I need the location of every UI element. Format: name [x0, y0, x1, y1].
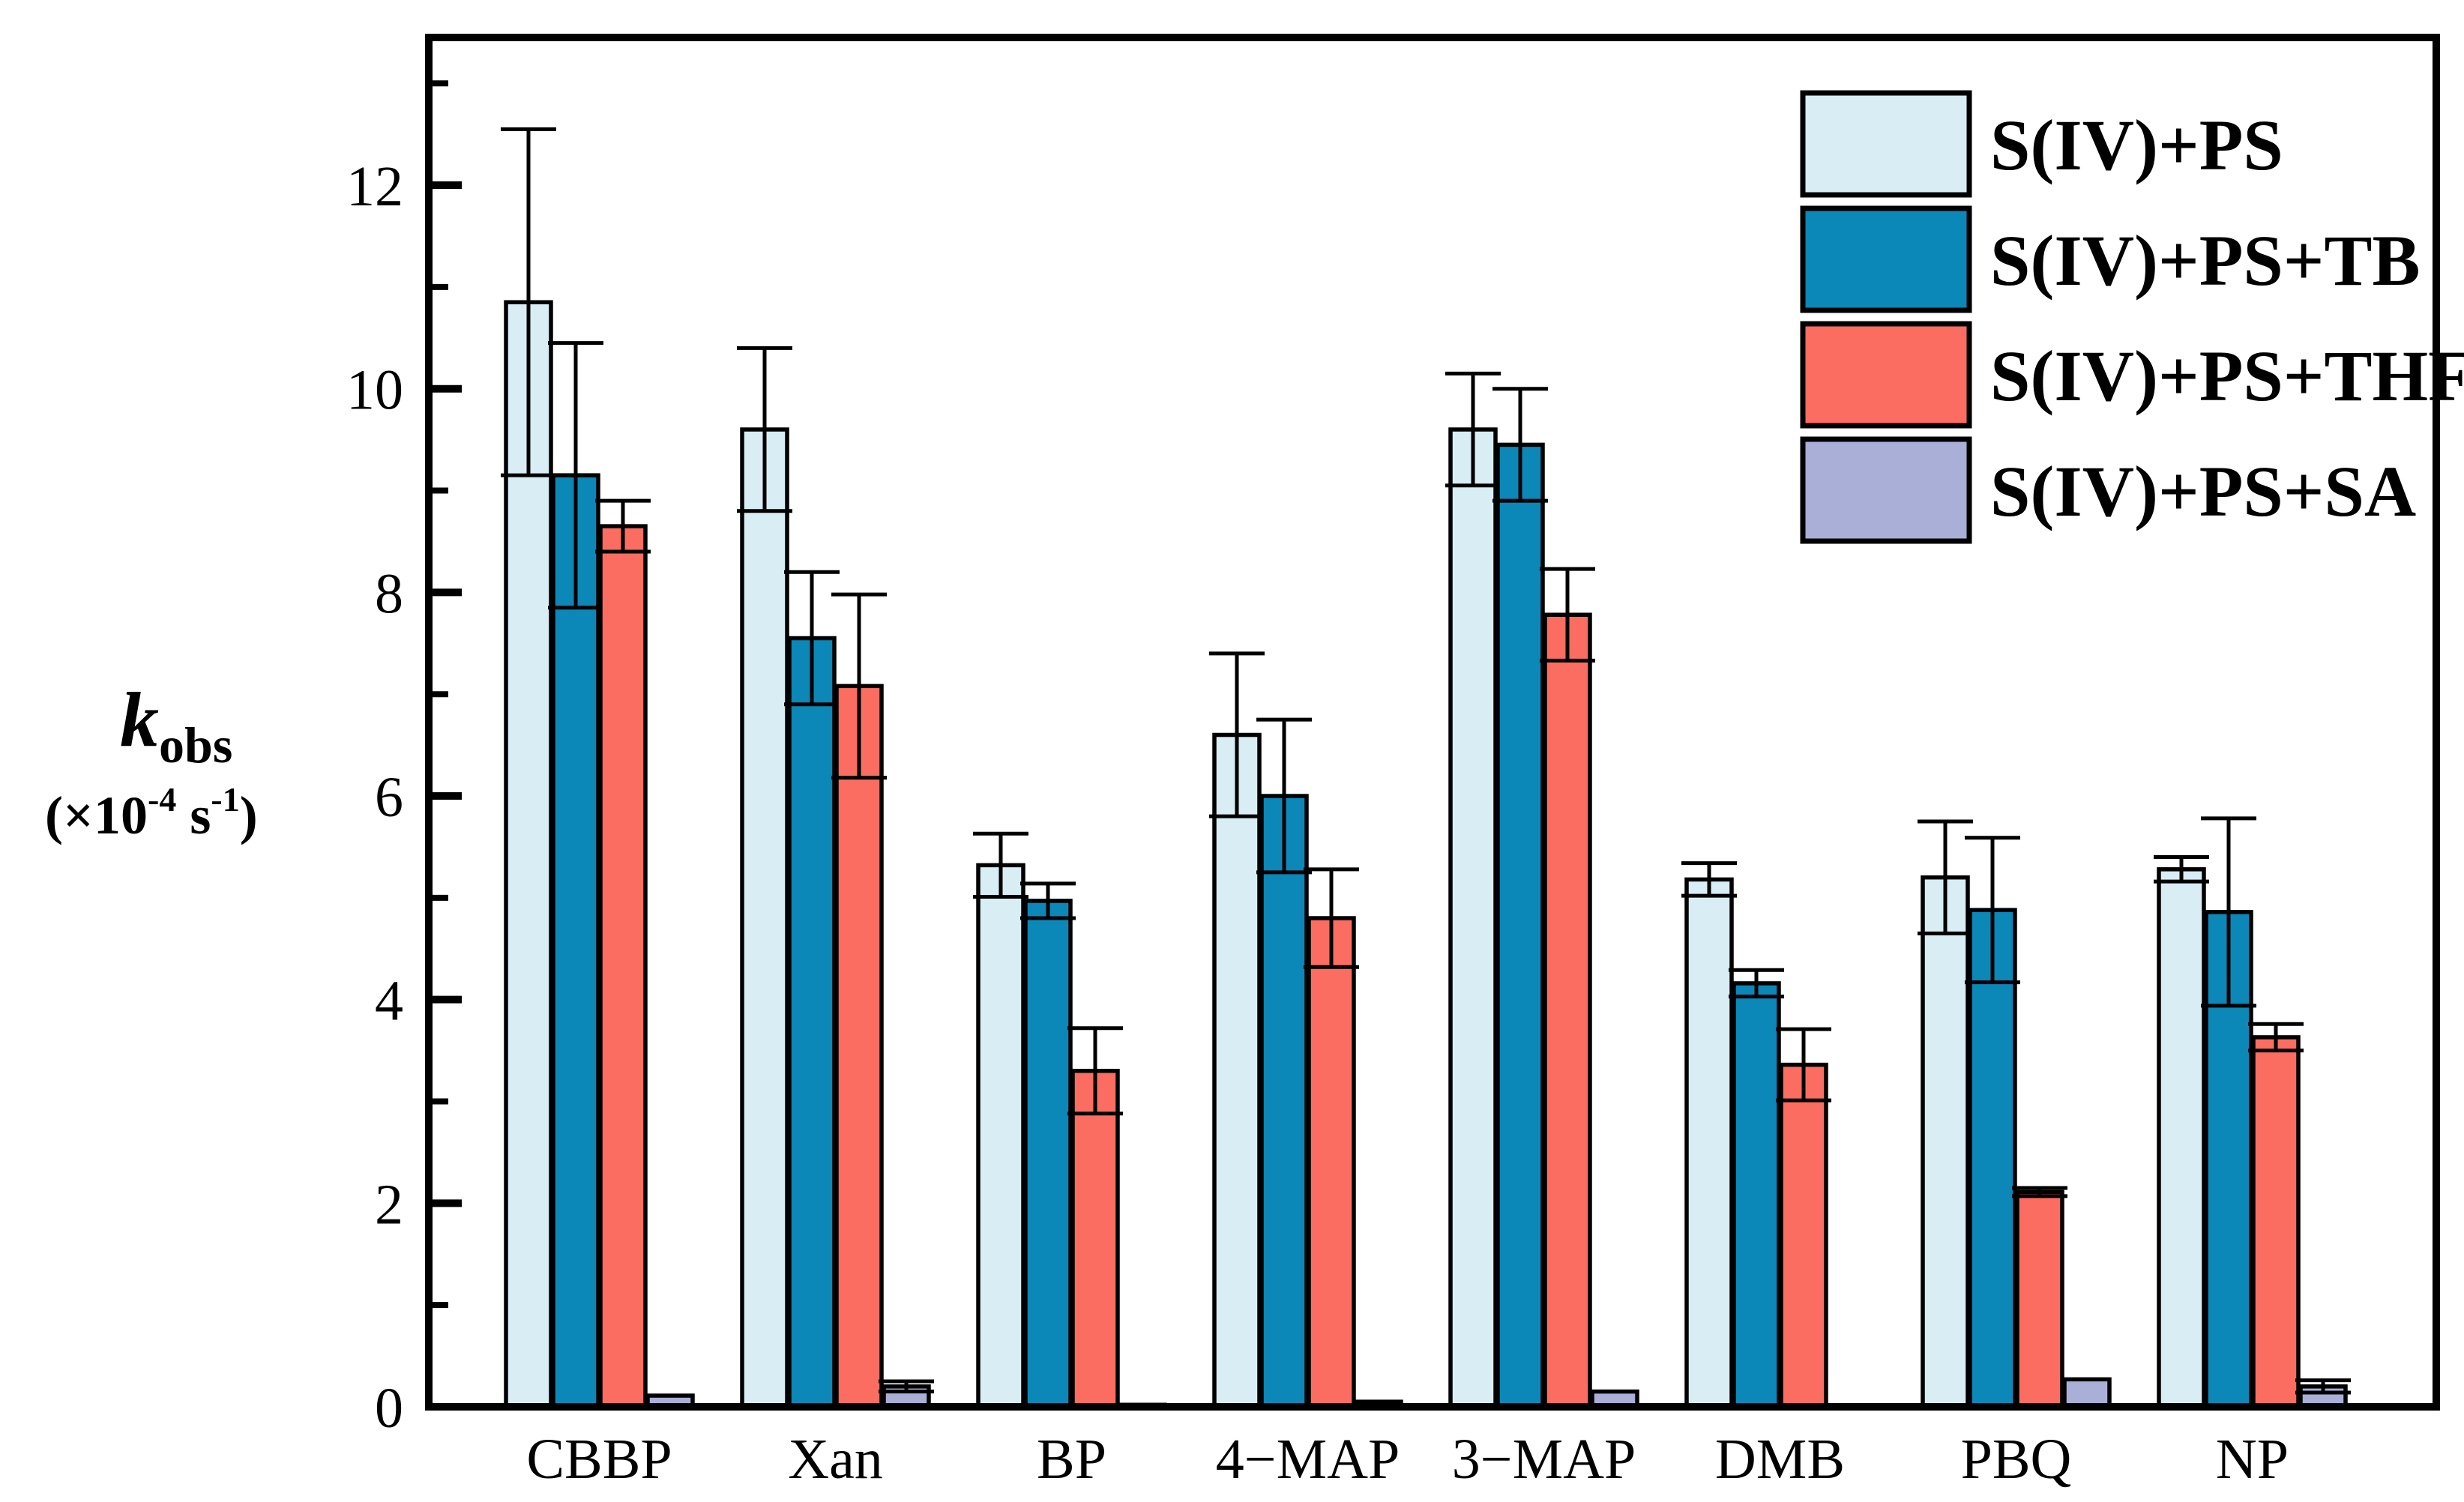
- legend: S(IV)+PS S(IV)+PS+TB S(IV)+PS+THF S(IV)+PS+…: [1800, 90, 2464, 544]
- error-bar-DMB-S(IV)+PS+THF: [1776, 1027, 1831, 1103]
- bar-4−MAP-S(IV)+PS+THF: [1307, 916, 1356, 1409]
- y-axis-title-symbol: kobs: [120, 677, 232, 773]
- bar-PBQ-S(IV)+PS+TB: [1968, 908, 2017, 1409]
- legend-swatch-S(IV)+PS+THF: [1800, 321, 1972, 429]
- error-bar-NP-S(IV)+PS+TB: [2201, 816, 2256, 1008]
- bar-3−MAP-S(IV)+PS: [1448, 427, 1498, 1409]
- bar-BP-S(IV)+PS+TB: [1023, 899, 1073, 1409]
- bar-DMB-S(IV)+PS+THF: [1779, 1062, 1828, 1409]
- x-category-label: NP: [2216, 1428, 2289, 1491]
- bar-BP-S(IV)+PS: [976, 863, 1025, 1409]
- error-bar-BP-S(IV)+PS+TB: [1020, 881, 1076, 920]
- x-category-label: BP: [1037, 1428, 1106, 1491]
- bar-Xan-S(IV)+PS: [740, 427, 789, 1409]
- bar-Xan-S(IV)+PS+TB: [787, 636, 837, 1409]
- error-bar-4−MAP-S(IV)+PS+THF: [1304, 867, 1359, 969]
- error-bar-CBBP-S(IV)+PS: [501, 127, 556, 477]
- bars-group: [501, 127, 2351, 1409]
- legend-label-S(IV)+PS: S(IV)+PS: [1990, 105, 2283, 185]
- y-tick-label: 6: [375, 766, 403, 829]
- error-bar-Xan-S(IV)+PS+THF: [831, 592, 887, 780]
- x-category-label: DMB: [1715, 1428, 1845, 1491]
- x-category-label: 3−MAP: [1452, 1428, 1636, 1491]
- error-bar-Xan-S(IV)+PS: [737, 346, 792, 513]
- bar-DMB-S(IV)+PS+TB: [1732, 981, 1781, 1409]
- error-bar-3−MAP-S(IV)+PS+THF: [1540, 567, 1595, 663]
- error-bar-NP-S(IV)+PS+SA: [2295, 1378, 2351, 1395]
- error-bar-3−MAP-S(IV)+PS+TB: [1492, 387, 1548, 503]
- error-bar-4−MAP-S(IV)+PS: [1209, 651, 1265, 818]
- bar-CBBP-S(IV)+PS+TB: [551, 473, 600, 1409]
- legend-swatch-S(IV)+PS+TB: [1800, 205, 1972, 313]
- bar-DMB-S(IV)+PS: [1684, 877, 1734, 1409]
- x-category-label: PBQ: [1961, 1428, 2072, 1491]
- legend-label-S(IV)+PS+THF: S(IV)+PS+THF: [1990, 336, 2464, 416]
- y-tick-label: 4: [375, 970, 403, 1033]
- bar-CBBP-S(IV)+PS+THF: [598, 524, 648, 1409]
- error-bar-CBBP-S(IV)+PS+TB: [548, 341, 603, 610]
- y-tick-label: 0: [375, 1377, 403, 1440]
- bar-NP-S(IV)+PS+THF: [2251, 1035, 2301, 1409]
- x-category-label: 4−MAP: [1216, 1428, 1400, 1491]
- error-bar-Xan-S(IV)+PS+SA: [879, 1379, 934, 1394]
- error-bar-3−MAP-S(IV)+PS: [1445, 371, 1501, 488]
- bar-Xan-S(IV)+PS+THF: [834, 684, 884, 1409]
- bar-BP-S(IV)+PS+THF: [1070, 1069, 1120, 1409]
- bar-3−MAP-S(IV)+PS+THF: [1543, 612, 1592, 1409]
- error-bar-PBQ-S(IV)+PS: [1918, 819, 1973, 935]
- bar-3−MAP-S(IV)+PS+TB: [1495, 442, 1545, 1409]
- legend-swatch-S(IV)+PS: [1800, 90, 1972, 198]
- error-bar-DMB-S(IV)+PS: [1681, 861, 1737, 898]
- bar-NP-S(IV)+PS: [2157, 867, 2206, 1409]
- y-axis-ticks: 0 2 4 6 8 10 12: [346, 80, 462, 1440]
- y-tick-label: 2: [375, 1173, 403, 1236]
- error-bar-DMB-S(IV)+PS+TB: [1729, 968, 1784, 999]
- error-bar-PBQ-S(IV)+PS+TB: [1965, 836, 2020, 985]
- error-bar-NP-S(IV)+PS+THF: [2248, 1022, 2304, 1053]
- bar-PBQ-S(IV)+PS+SA: [2062, 1377, 2112, 1409]
- bar-4−MAP-S(IV)+PS+TB: [1259, 794, 1309, 1409]
- y-tick-label: 12: [346, 155, 403, 218]
- error-bar-NP-S(IV)+PS: [2154, 855, 2209, 884]
- error-bar-BP-S(IV)+PS+THF: [1067, 1026, 1123, 1116]
- legend-swatch-S(IV)+PS+SA: [1800, 436, 1972, 544]
- bar-4−MAP-S(IV)+PS: [1212, 732, 1262, 1409]
- error-bar-CBBP-S(IV)+PS+THF: [595, 498, 651, 554]
- error-bar-Xan-S(IV)+PS+TB: [784, 570, 840, 707]
- error-bar-4−MAP-S(IV)+PS+TB: [1256, 717, 1312, 875]
- error-bar-PBQ-S(IV)+PS+THF: [2012, 1186, 2067, 1198]
- x-category-label: Xan: [788, 1428, 883, 1491]
- legend-label-S(IV)+PS+SA: S(IV)+PS+SA: [1990, 451, 2416, 531]
- plot-frame: [425, 34, 2440, 1411]
- bar-PBQ-S(IV)+PS+THF: [2015, 1189, 2064, 1409]
- y-axis-title-units: (×10-4 s-1): [45, 780, 258, 845]
- y-tick-label: 10: [346, 359, 403, 422]
- y-tick-label: 8: [375, 562, 403, 625]
- error-bar-BP-S(IV)+PS: [973, 831, 1028, 899]
- x-category-label: CBBP: [526, 1428, 672, 1491]
- bar-PBQ-S(IV)+PS: [1921, 875, 1970, 1409]
- legend-label-S(IV)+PS+TB: S(IV)+PS+TB: [1990, 220, 2421, 301]
